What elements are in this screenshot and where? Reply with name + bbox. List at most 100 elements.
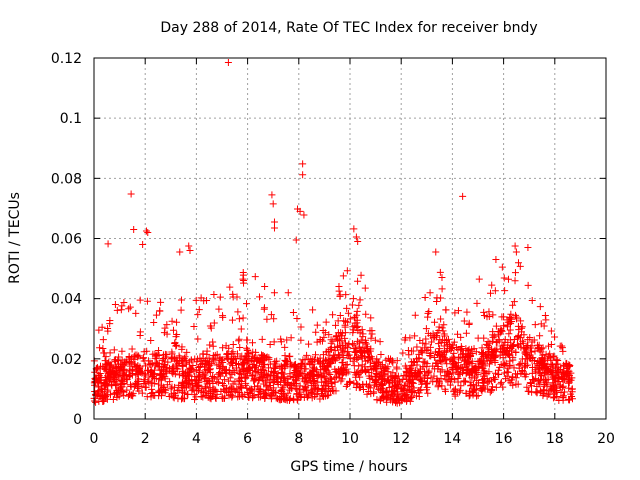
data-point: [289, 395, 297, 403]
data-point: [452, 344, 460, 352]
data-point: [403, 387, 411, 395]
data-point: [136, 331, 144, 339]
data-point: [565, 377, 573, 385]
data-point: [157, 382, 165, 390]
data-point: [433, 332, 441, 340]
data-point: [157, 298, 165, 306]
data-point: [455, 353, 463, 361]
data-point: [305, 340, 313, 348]
data-point: [186, 380, 194, 388]
data-point: [278, 386, 286, 394]
data-point: [377, 384, 385, 392]
data-point: [465, 351, 473, 359]
data-point: [311, 351, 319, 359]
data-point: [399, 376, 407, 384]
data-point: [393, 365, 401, 373]
data-point: [127, 382, 135, 390]
data-point: [161, 375, 169, 383]
data-point: [537, 320, 545, 328]
data-point: [436, 268, 444, 276]
data-point: [338, 349, 346, 357]
data-point: [373, 396, 381, 404]
data-point: [132, 309, 140, 317]
data-point: [286, 352, 294, 360]
data-point: [173, 387, 181, 395]
data-point: [477, 356, 485, 364]
data-point: [340, 344, 348, 352]
data-point: [277, 368, 285, 376]
data-point: [277, 378, 285, 386]
data-point: [526, 352, 534, 360]
data-point: [514, 332, 522, 340]
data-point: [181, 353, 189, 361]
data-point: [431, 318, 439, 326]
data-point: [100, 392, 108, 400]
data-point: [219, 380, 227, 388]
data-point: [472, 367, 480, 375]
data-point: [100, 349, 108, 357]
data-point: [98, 323, 106, 331]
data-point: [226, 360, 234, 368]
data-point: [216, 293, 224, 301]
data-point: [459, 369, 467, 377]
data-point: [346, 379, 354, 387]
data-point: [221, 394, 229, 402]
data-point: [342, 382, 350, 390]
data-point: [512, 248, 520, 256]
data-point: [222, 353, 230, 361]
data-point: [345, 340, 353, 348]
data-point: [119, 369, 127, 377]
data-point: [234, 308, 242, 316]
data-point: [382, 377, 390, 385]
data-point: [179, 372, 187, 380]
data-point: [209, 354, 217, 362]
data-point: [497, 380, 505, 388]
data-point: [399, 349, 407, 357]
data-point: [422, 340, 430, 348]
data-point: [543, 381, 551, 389]
data-point: [425, 368, 433, 376]
data-point: [222, 366, 230, 374]
data-point: [322, 366, 330, 374]
data-point: [500, 341, 508, 349]
data-point: [528, 369, 536, 377]
data-point: [151, 352, 159, 360]
data-point: [378, 369, 386, 377]
data-point: [236, 389, 244, 397]
data-point: [462, 370, 470, 378]
data-point: [144, 377, 152, 385]
data-point: [281, 343, 289, 351]
data-point: [285, 396, 293, 404]
data-point: [444, 367, 452, 375]
data-point: [350, 225, 358, 233]
data-point: [349, 326, 357, 334]
data-point: [235, 337, 243, 345]
data-point: [256, 393, 264, 401]
data-point: [365, 353, 373, 361]
data-point: [251, 273, 259, 281]
data-point: [321, 374, 329, 382]
data-point: [298, 370, 306, 378]
data-point: [366, 384, 374, 392]
data-point: [276, 363, 284, 371]
data-point: [411, 358, 419, 366]
data-point: [357, 368, 365, 376]
data-point: [172, 357, 180, 365]
data-point: [123, 386, 131, 394]
data-point: [102, 360, 110, 368]
data-point: [144, 366, 152, 374]
data-point: [99, 336, 107, 344]
data-point: [316, 336, 324, 344]
data-point: [163, 321, 171, 329]
data-point: [480, 349, 488, 357]
data-point: [200, 374, 208, 382]
data-point: [256, 293, 264, 301]
data-point: [499, 348, 507, 356]
data-point: [512, 380, 520, 388]
x-tick-label: 6: [243, 431, 252, 447]
data-point: [326, 375, 334, 383]
data-point: [400, 372, 408, 380]
data-point: [489, 311, 497, 319]
data-point: [240, 359, 248, 367]
data-point: [248, 339, 256, 347]
